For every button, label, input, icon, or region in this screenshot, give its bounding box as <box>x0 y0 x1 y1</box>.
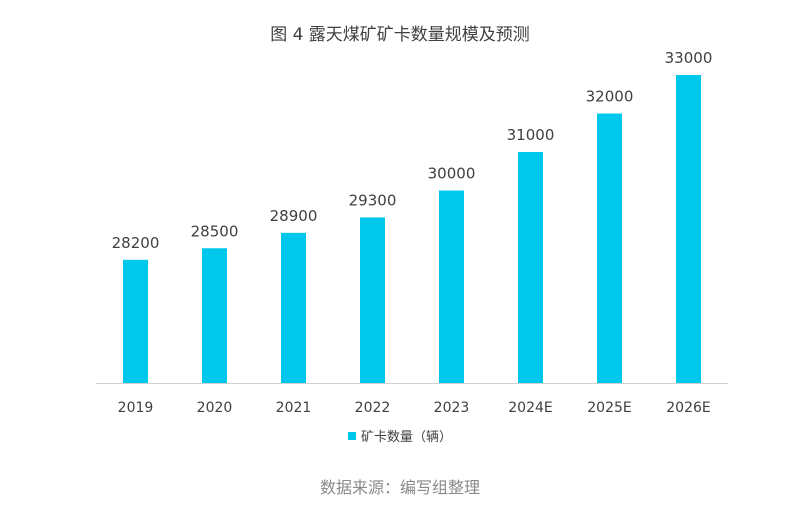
legend-label: 矿卡数量（辆） <box>360 430 452 445</box>
bar-2026E <box>676 75 701 383</box>
x-tick-label-2022: 2022 <box>355 400 391 416</box>
value-label-2022: 29300 <box>349 191 397 209</box>
source-note: 数据来源：编写组整理 <box>319 478 480 497</box>
chart-title: 图 4 露天煤矿矿卡数量规模及预测 <box>270 25 530 45</box>
bar-2025E <box>597 113 622 383</box>
bars-group <box>123 75 701 383</box>
x-tick-label-2019: 2019 <box>118 400 154 416</box>
bar-2021 <box>281 232 306 383</box>
value-label-2021: 28900 <box>270 207 318 225</box>
x-tick-label-2024E: 2024E <box>508 400 552 416</box>
bar-2022 <box>360 217 385 383</box>
value-label-2020: 28500 <box>191 222 239 240</box>
bar-2020 <box>202 248 227 383</box>
x-tick-label-2021: 2021 <box>276 400 312 416</box>
legend: 矿卡数量（辆） <box>0 426 800 445</box>
value-label-2019: 28200 <box>112 234 160 252</box>
value-label-2023: 30000 <box>428 165 476 183</box>
bar-2019 <box>123 259 148 383</box>
x-tick-label-2023: 2023 <box>434 400 470 416</box>
x-tick-label-2025E: 2025E <box>587 400 631 416</box>
value-label-2026E: 33000 <box>665 49 713 67</box>
bar-2024E <box>518 152 543 383</box>
bar-2023 <box>439 190 464 383</box>
legend-swatch <box>347 431 356 440</box>
x-tick-label-2026E: 2026E <box>666 400 710 416</box>
value-label-2025E: 32000 <box>586 88 634 106</box>
value-label-2024E: 31000 <box>507 126 555 144</box>
labels-group: 28200 2019 28500 2020 28900 2021 29300 2022 3000… <box>112 49 713 416</box>
x-tick-label-2020: 2020 <box>197 400 233 416</box>
